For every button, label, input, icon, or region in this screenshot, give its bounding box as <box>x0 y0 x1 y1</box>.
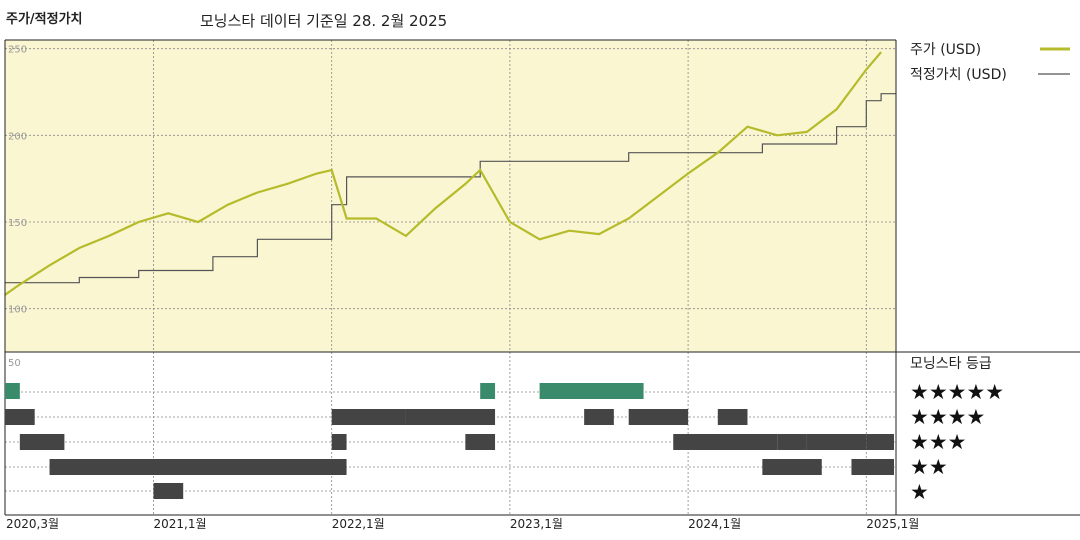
rating-1-star: ★ <box>910 480 929 504</box>
rating-bar-5-star <box>599 383 644 399</box>
y-tick-label: 200 <box>8 131 27 142</box>
rating-bar-4-star <box>717 409 748 425</box>
rating-legend-title: 모닝스타 등급 <box>910 356 992 372</box>
legend-fair-value-label: 적정가치 (USD) <box>910 67 1007 83</box>
price-line <box>4 51 882 296</box>
x-axis-labels: 2020,3월 2021,1월 2022,1월 2023,1월 2024,1월 2025,… <box>6 517 919 531</box>
rating-bar-4-star <box>584 409 614 425</box>
rating-bar-3-star <box>465 434 496 450</box>
legend-price-label: 주가 (USD) <box>910 42 981 58</box>
fair-value-line <box>5 93 896 284</box>
rating-5-stars: ★★★★★ <box>910 380 1004 404</box>
x-tick-label: 2021,1월 <box>154 517 207 531</box>
rating-bar-3-star <box>331 434 347 450</box>
rating-bar-5-star <box>539 383 599 399</box>
rating-bar-4-star <box>331 409 406 425</box>
data-date-note: 모닝스타 데이터 기준일 28. 2월 2025 <box>200 12 448 30</box>
rating-bar-3-star <box>19 434 65 450</box>
rating-4-stars: ★★★★ <box>910 405 985 429</box>
rating-bar-4-star <box>450 409 496 425</box>
rating-bar-2-star <box>153 459 347 475</box>
rating-bar-2-star <box>881 459 894 475</box>
rating-bar-3-star <box>747 434 778 450</box>
rating-bars <box>5 383 894 499</box>
rating-bar-3-star <box>881 434 894 450</box>
rating-scale-label: 50 <box>8 358 21 369</box>
rating-2-stars: ★★ <box>910 455 948 479</box>
chart-left-title: 주가/적정가치 <box>6 12 83 27</box>
rating-bar-4-star <box>628 409 689 425</box>
x-tick-label: 2020,3월 <box>6 517 59 531</box>
y-tick-label: 250 <box>8 45 27 56</box>
x-tick-label: 2023,1월 <box>510 517 563 531</box>
rating-bar-5-star <box>5 383 20 399</box>
y-axis-labels: 250 200 150 100 <box>8 45 27 316</box>
rating-bar-2-star <box>49 459 169 475</box>
x-tick-label: 2022,1월 <box>332 517 385 531</box>
rating-bar-2-star <box>792 459 822 475</box>
y-tick-label: 100 <box>8 305 27 316</box>
rating-bar-5-star <box>480 383 496 399</box>
rating-bar-3-star <box>806 434 867 450</box>
y-tick-label: 150 <box>8 218 27 229</box>
x-tick-label: 2025,1월 <box>866 517 919 531</box>
rating-bar-4-star <box>5 409 35 425</box>
x-tick-label: 2024,1월 <box>688 517 741 531</box>
rating-bar-3-star <box>673 434 748 450</box>
rating-bar-1-star <box>153 483 184 499</box>
rating-3-stars: ★★★ <box>910 430 966 454</box>
rating-bar-3-star <box>777 434 807 450</box>
